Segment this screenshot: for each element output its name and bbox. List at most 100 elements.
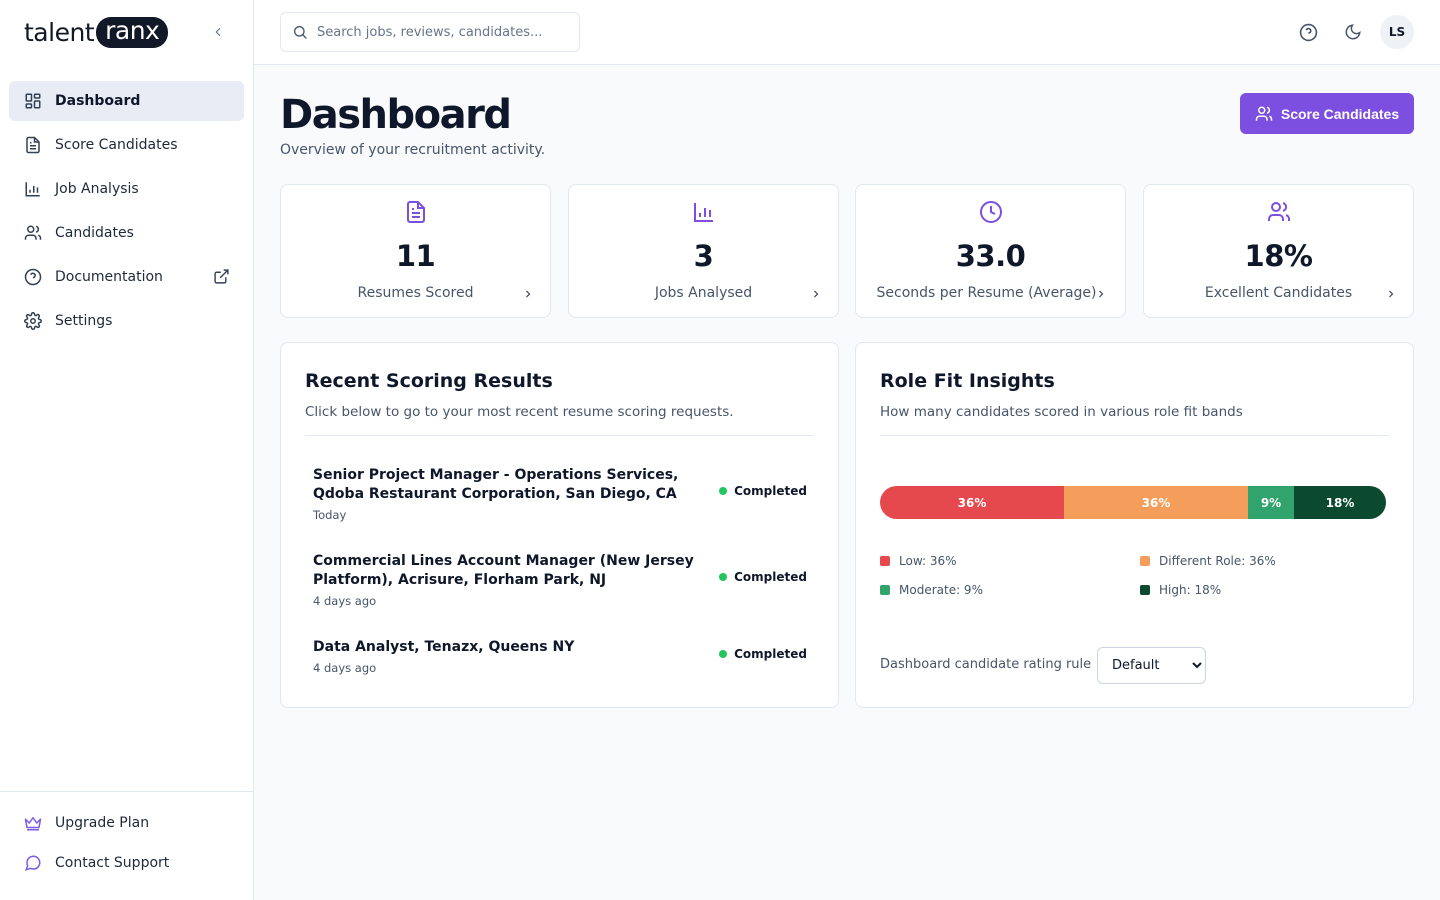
- brand-text: talent: [24, 17, 95, 47]
- dashboard-icon: [24, 92, 42, 110]
- band-segment-low: 36%: [880, 486, 1064, 519]
- gear-icon: [24, 312, 42, 330]
- crown-icon: [24, 814, 42, 832]
- list-item[interactable]: Data Analyst, Tenazx, Queens NY 4 days a…: [313, 638, 807, 675]
- page-subtitle: Overview of your recruitment activity.: [280, 142, 546, 158]
- users-icon: [1144, 200, 1413, 224]
- message-circle-icon: [24, 854, 42, 872]
- document-icon: [281, 200, 550, 224]
- legend-swatch: [880, 556, 890, 566]
- score-candidates-button[interactable]: Score Candidates: [1240, 93, 1414, 134]
- moon-icon: [1345, 24, 1361, 40]
- role-fit-subtitle: How many candidates scored in various ro…: [880, 404, 1243, 420]
- users-icon: [24, 224, 42, 242]
- chevron-right-icon: [810, 288, 822, 300]
- sidebar-item-score-candidates[interactable]: Score Candidates: [9, 125, 244, 165]
- recent-results-subtitle: Click below to go to your most recent re…: [305, 404, 734, 420]
- help-circle-icon: [1299, 23, 1317, 41]
- page-title: Dashboard: [280, 92, 512, 138]
- list-item[interactable]: Senior Project Manager - Operations Serv…: [313, 466, 807, 522]
- chevron-right-icon: [1095, 288, 1107, 300]
- sidebar-item-settings[interactable]: Settings: [9, 301, 244, 341]
- role-fit-title: Role Fit Insights: [880, 370, 1055, 392]
- stat-card-excellent-candidates[interactable]: 18% Excellent Candidates: [1143, 184, 1414, 318]
- chevron-right-icon: [1385, 288, 1397, 300]
- status-dot: [719, 650, 728, 658]
- stat-value: 33.0: [955, 239, 1026, 273]
- bar-chart-icon: [569, 200, 838, 224]
- legend-swatch: [880, 585, 890, 595]
- status-badge: Completed: [719, 484, 807, 498]
- contact-support-label: Contact Support: [55, 855, 170, 871]
- legend-label: High: 18%: [1159, 583, 1222, 597]
- role-fit-card: Role Fit Insights How many candidates sc…: [855, 342, 1414, 708]
- document-icon: [24, 136, 42, 154]
- rating-rule-select[interactable]: Default: [1097, 647, 1206, 684]
- stat-label: Excellent Candidates: [1204, 285, 1353, 301]
- collapse-sidebar-button[interactable]: [207, 21, 229, 43]
- status-dot: [719, 573, 728, 581]
- sidebar-item-label: Job Analysis: [55, 181, 139, 197]
- upgrade-plan-link[interactable]: Upgrade Plan: [9, 803, 244, 843]
- status-label: Completed: [734, 647, 807, 661]
- status-dot: [719, 487, 728, 495]
- legend-label: Different Role: 36%: [1159, 554, 1276, 568]
- recent-results-card: Recent Scoring Results Click below to go…: [280, 342, 839, 708]
- bar-chart-icon: [24, 180, 42, 198]
- stat-card-resumes-scored[interactable]: 11 Resumes Scored: [280, 184, 551, 318]
- sidebar-item-label: Candidates: [55, 225, 134, 241]
- search-box[interactable]: [280, 12, 580, 52]
- status-label: Completed: [734, 484, 807, 498]
- legend-item-different-role: Different Role: 36%: [1140, 554, 1276, 568]
- sidebar-item-label: Dashboard: [55, 93, 141, 109]
- theme-toggle-button[interactable]: [1342, 21, 1364, 43]
- upgrade-plan-label: Upgrade Plan: [55, 815, 150, 831]
- sidebar-item-label: Score Candidates: [55, 137, 178, 153]
- recent-results-title: Recent Scoring Results: [305, 370, 553, 392]
- sidebar-item-candidates[interactable]: Candidates: [9, 213, 244, 253]
- brand-logo[interactable]: talent ranx: [24, 16, 169, 48]
- result-title: Data Analyst, Tenazx, Queens NY: [313, 639, 575, 655]
- stat-card-seconds-per-resume[interactable]: 33.0 Seconds per Resume (Average): [855, 184, 1126, 318]
- help-button[interactable]: [1297, 21, 1319, 43]
- chevron-left-icon: [215, 27, 221, 37]
- band-segment-different-role: 36%: [1064, 486, 1248, 519]
- logo-row: talent ranx: [0, 0, 253, 64]
- stat-card-jobs-analysed[interactable]: 3 Jobs Analysed: [568, 184, 839, 318]
- external-link-icon: [213, 268, 230, 289]
- status-badge: Completed: [719, 647, 807, 661]
- band-segment-high: 18%: [1294, 486, 1386, 519]
- list-item[interactable]: Commercial Lines Account Manager (New Je…: [313, 552, 807, 608]
- legend-label: Moderate: 9%: [899, 583, 983, 597]
- legend-swatch: [1140, 585, 1150, 595]
- sidebar-item-job-analysis[interactable]: Job Analysis: [9, 169, 244, 209]
- sidebar-item-documentation[interactable]: Documentation: [9, 257, 244, 297]
- users-icon: [1255, 105, 1273, 123]
- legend-item-high: High: 18%: [1140, 583, 1221, 597]
- search-input[interactable]: [317, 24, 557, 40]
- legend-label: Low: 36%: [899, 554, 957, 568]
- user-avatar[interactable]: LS: [1380, 15, 1414, 49]
- sidebar: talent ranx Dashboard Score Candidates Jo…: [0, 0, 254, 900]
- legend-item-low: Low: 36%: [880, 554, 957, 568]
- chevron-right-icon: [522, 288, 534, 300]
- result-time: 4 days ago: [313, 661, 377, 675]
- stat-label: Resumes Scored: [357, 285, 474, 301]
- band-segment-moderate: 9%: [1248, 486, 1294, 519]
- legend-item-moderate: Moderate: 9%: [880, 583, 983, 597]
- search-icon: [294, 26, 307, 39]
- sidebar-item-dashboard[interactable]: Dashboard: [9, 81, 244, 121]
- stat-label: Jobs Analysed: [654, 285, 753, 301]
- status-badge: Completed: [719, 570, 807, 584]
- stat-label: Seconds per Resume (Average): [876, 285, 1097, 301]
- stat-value: 18%: [1244, 239, 1313, 273]
- result-time: Today: [313, 508, 347, 522]
- stat-value: 3: [693, 239, 714, 273]
- contact-support-link[interactable]: Contact Support: [9, 843, 244, 883]
- result-title: Commercial Lines Account Manager (New Je…: [313, 553, 694, 588]
- clock-icon: [856, 200, 1125, 224]
- status-label: Completed: [734, 570, 807, 584]
- sidebar-nav: Dashboard Score Candidates Job Analysis …: [0, 64, 253, 341]
- result-title: Senior Project Manager - Operations Serv…: [313, 467, 679, 502]
- sidebar-item-label: Settings: [55, 313, 113, 329]
